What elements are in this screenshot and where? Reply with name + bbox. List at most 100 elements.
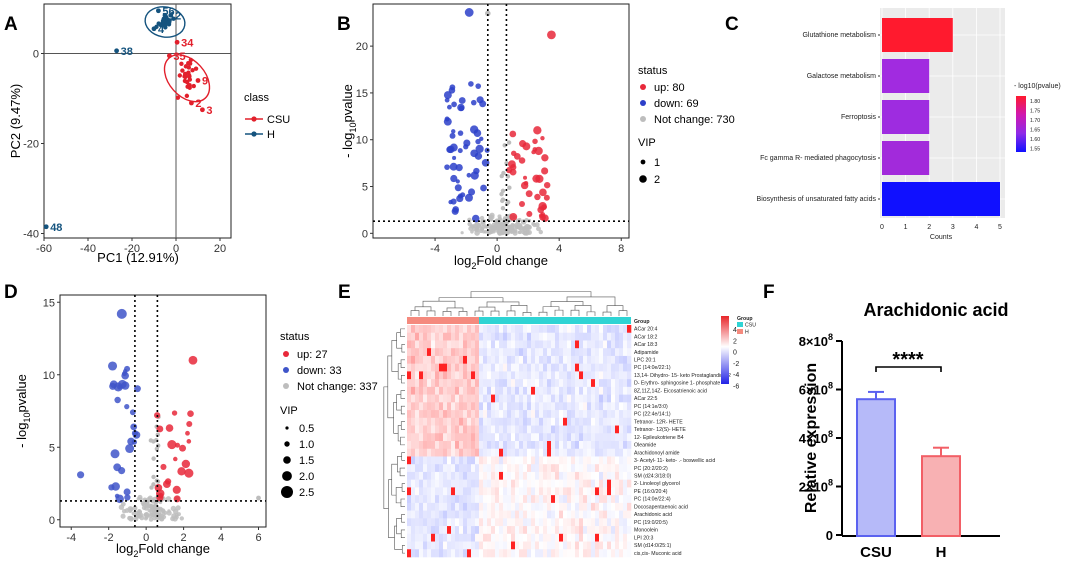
heatmap-cell <box>483 386 488 395</box>
heatmap-cell <box>483 363 488 372</box>
heatmap-cell <box>615 379 620 388</box>
heatmap-cell <box>543 510 548 519</box>
pca-point-label: 34 <box>181 37 194 49</box>
heatmap-row-label: LPC 20:1 <box>634 358 656 364</box>
heatmap-cell <box>571 495 576 504</box>
heatmap-cell <box>563 410 568 419</box>
volcano-b-point-up <box>509 212 518 221</box>
heatmap-cell <box>447 433 452 442</box>
heatmap-cell <box>547 533 552 542</box>
heatmap-cell <box>415 386 420 395</box>
volcano-b-point-up <box>537 206 545 214</box>
heatmap-cell <box>435 441 440 450</box>
heatmap-cell <box>607 340 612 349</box>
pca-legend-label: H <box>267 129 275 141</box>
heatmap-cell <box>607 456 612 465</box>
heatmap-cell <box>407 379 412 388</box>
heatmap-cell <box>599 464 604 473</box>
heatmap-cell <box>567 379 572 388</box>
heatmap-cell <box>547 487 552 496</box>
heatmap-cell <box>455 348 460 357</box>
pathway-bar <box>882 59 930 93</box>
heatmap-cell <box>475 495 480 504</box>
heatmap-cell <box>475 448 480 457</box>
heatmap-cell <box>459 526 464 535</box>
heatmap-cell <box>567 386 572 395</box>
heatmap-cell <box>515 425 520 434</box>
heatmap-cell <box>427 510 432 519</box>
heatmap-cell <box>563 441 568 450</box>
heatmap-cell <box>435 410 440 419</box>
volcano-b-point-up <box>510 164 517 171</box>
heatmap-cell <box>583 340 588 349</box>
heatmap-cell <box>427 348 432 357</box>
heatmap-cell <box>603 402 608 411</box>
heatmap-cell <box>419 479 424 488</box>
heatmap-cell <box>443 487 448 496</box>
volcano-d-point-up <box>187 410 194 418</box>
heatmap-cell <box>535 371 540 380</box>
volcano-b-xtick-label: -4 <box>430 243 440 255</box>
heatmap-cell <box>551 325 556 334</box>
pca-point-label: 4 <box>158 24 165 36</box>
heatmap-cell <box>491 402 496 411</box>
heatmap-cell <box>427 456 432 465</box>
heatmap-cell <box>467 502 472 511</box>
volcano-b-point-up <box>541 154 549 162</box>
heatmap-cell <box>439 340 444 349</box>
heatmap-cell <box>551 425 556 434</box>
heatmap-cell <box>555 386 560 395</box>
heatmap-cell <box>627 433 632 442</box>
heatmap-cell <box>511 487 516 496</box>
heatmap-cell <box>559 363 564 372</box>
heatmap-cell <box>527 379 532 388</box>
heatmap-cell <box>435 340 440 349</box>
heatmap-cell <box>475 479 480 488</box>
heatmap-cell <box>435 456 440 465</box>
heatmap-cell <box>571 410 576 419</box>
heatmap-cell <box>551 464 556 473</box>
heatmap-cell <box>431 325 436 334</box>
heatmap-cell <box>615 518 620 527</box>
panel-label-C: C <box>725 14 739 35</box>
heatmap-cell <box>495 433 500 442</box>
heatmap-cell <box>539 502 544 511</box>
heatmap-cell <box>603 549 608 558</box>
heatmap-cell <box>411 332 416 341</box>
heatmap-cell <box>547 363 552 372</box>
heatmap-cell <box>435 487 440 496</box>
heatmap-cell <box>579 456 584 465</box>
heatmap-cell <box>447 417 452 426</box>
heatmap-cell <box>435 495 440 504</box>
volcano-b-vip-marker <box>639 175 647 183</box>
heatmap-cell <box>455 425 460 434</box>
heatmap-cell <box>447 510 452 519</box>
heatmap-cell <box>475 325 480 334</box>
heatmap-cell <box>471 417 476 426</box>
bar-ytick-label: 4×108 <box>799 429 833 446</box>
heatmap-cell <box>475 471 480 480</box>
heatmap-cell <box>419 549 424 558</box>
heatmap-cell <box>555 533 560 542</box>
heatmap-cell <box>471 379 476 388</box>
heatmap-cell <box>559 355 564 364</box>
heatmap-cell <box>503 332 508 341</box>
heatmap-cell <box>459 355 464 364</box>
heatmap-cell <box>431 471 436 480</box>
heatmap-cell <box>563 518 568 527</box>
heatmap-cell <box>527 510 532 519</box>
heatmap-cell <box>503 348 508 357</box>
pca-xtick-label: -20 <box>124 243 140 255</box>
heatmap-cell <box>571 518 576 527</box>
heatmap-cell <box>511 433 516 442</box>
heatmap-cell <box>475 533 480 542</box>
heatmap-cell <box>519 355 524 364</box>
heatmap-cell <box>539 410 544 419</box>
heatmap-cell <box>607 518 612 527</box>
heatmap-cell <box>415 379 420 388</box>
heatmap-cell <box>423 495 428 504</box>
heatmap-cell <box>519 332 524 341</box>
volcano-b-point-up <box>531 149 536 155</box>
heatmap-cell <box>563 340 568 349</box>
heatmap-cell <box>427 502 432 511</box>
